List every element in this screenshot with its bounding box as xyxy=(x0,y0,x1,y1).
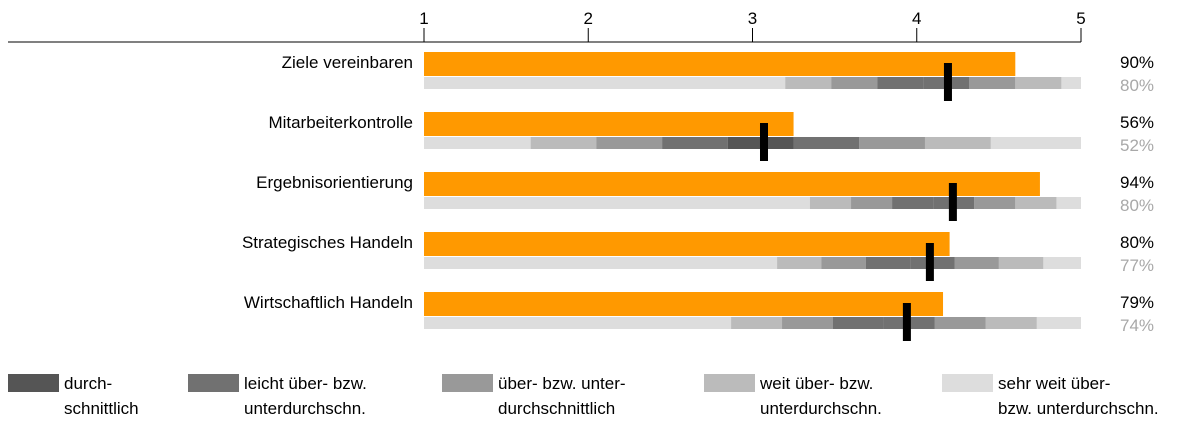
range-band xyxy=(777,257,822,269)
range-band xyxy=(974,197,1016,209)
value-bar xyxy=(424,52,1016,76)
legend-swatch xyxy=(8,374,59,392)
marker xyxy=(948,183,957,221)
percent-ref: 80% xyxy=(1120,196,1154,215)
range-band xyxy=(969,77,1016,89)
category-label: Wirtschaftlich Handeln xyxy=(244,293,413,312)
range-band xyxy=(851,197,893,209)
range-band xyxy=(934,317,986,329)
category-label: Strategisches Handeln xyxy=(242,233,413,252)
tick-label: 5 xyxy=(1076,9,1085,28)
legend-label: unterdurchschn. xyxy=(760,399,882,418)
tick-label: 4 xyxy=(912,9,921,28)
value-bar xyxy=(424,292,944,316)
range-band xyxy=(954,257,999,269)
legend-label: durch- xyxy=(64,374,112,393)
percent-main: 94% xyxy=(1120,173,1154,192)
marker xyxy=(925,243,934,281)
value-bar xyxy=(424,232,950,256)
legend-swatch xyxy=(704,374,755,392)
range-band xyxy=(782,317,833,329)
range-band xyxy=(998,257,1044,269)
legend-label: über- bzw. unter- xyxy=(498,374,626,393)
tick-label: 3 xyxy=(748,9,757,28)
range-band xyxy=(793,137,860,149)
marker xyxy=(943,63,952,101)
legend-label: sehr weit über- xyxy=(998,374,1110,393)
marker xyxy=(902,303,911,341)
legend-label: schnittlich xyxy=(64,399,139,418)
percent-main: 80% xyxy=(1120,233,1154,252)
legend-swatch xyxy=(942,374,993,392)
percent-main: 56% xyxy=(1120,113,1154,132)
legend-swatch xyxy=(188,374,239,392)
percent-main: 79% xyxy=(1120,293,1154,312)
range-band xyxy=(832,317,884,329)
range-band xyxy=(877,77,924,89)
percent-main: 90% xyxy=(1120,53,1154,72)
category-label: Ziele vereinbaren xyxy=(282,53,413,72)
percent-ref: 74% xyxy=(1120,316,1154,335)
legend-label: bzw. unterdurchschn. xyxy=(998,399,1159,418)
range-band xyxy=(731,317,783,329)
range-band xyxy=(821,257,866,269)
percent-ref: 52% xyxy=(1120,136,1154,155)
value-bar xyxy=(424,172,1040,196)
range-band xyxy=(859,137,925,149)
value-bar xyxy=(424,112,794,136)
range-band xyxy=(809,197,852,209)
range-band xyxy=(985,317,1037,329)
range-band xyxy=(1015,77,1062,89)
category-label: Mitarbeiterkontrolle xyxy=(268,113,413,132)
range-band xyxy=(865,257,911,269)
legend-label: weit über- bzw. xyxy=(759,374,873,393)
range-band xyxy=(662,137,728,149)
range-band xyxy=(1015,197,1057,209)
category-label: Ergebnisorientierung xyxy=(256,173,413,192)
tick-label: 2 xyxy=(584,9,593,28)
range-band xyxy=(785,77,832,89)
tick-label: 1 xyxy=(419,9,428,28)
legend-swatch xyxy=(442,374,493,392)
percent-ref: 80% xyxy=(1120,76,1154,95)
range-band xyxy=(530,137,597,149)
range-band xyxy=(596,137,663,149)
percent-ref: 77% xyxy=(1120,256,1154,275)
range-band xyxy=(831,77,878,89)
legend-label: durchschnittlich xyxy=(498,399,615,418)
legend-label: leicht über- bzw. xyxy=(244,374,367,393)
marker xyxy=(759,123,768,161)
legend-label: unterdurchschn. xyxy=(244,399,366,418)
range-band xyxy=(892,197,934,209)
range-band xyxy=(924,137,991,149)
